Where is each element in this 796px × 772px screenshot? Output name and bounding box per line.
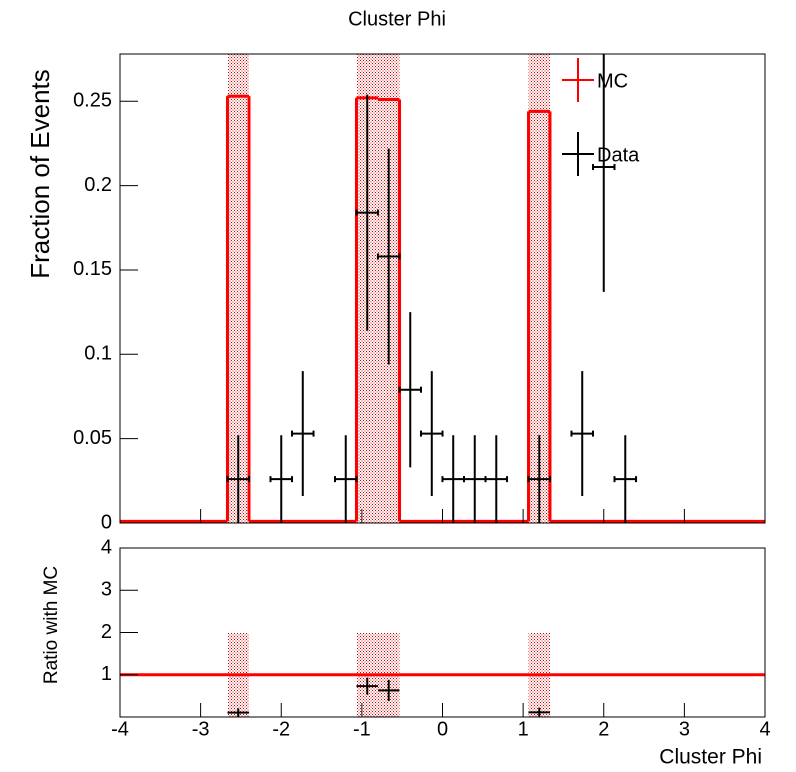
y-axis-label: Fraction of Events xyxy=(25,69,55,279)
data-point xyxy=(398,312,423,468)
y-tick-label: 2 xyxy=(101,621,112,643)
y-tick-label: 0.15 xyxy=(73,258,112,280)
y-tick-label: 4 xyxy=(101,536,112,558)
chart-title: Cluster Phi xyxy=(348,8,446,30)
y-tick-label: 3 xyxy=(101,579,112,601)
mc-error-band xyxy=(227,54,249,523)
frame xyxy=(119,547,766,718)
y-tick-label: 1 xyxy=(101,663,112,685)
ratio-point xyxy=(227,708,250,717)
data-point xyxy=(333,435,358,523)
data-point xyxy=(570,371,594,497)
x-tick-label: -1 xyxy=(353,718,371,740)
data-point xyxy=(613,435,638,523)
x-tick-label: -3 xyxy=(192,718,210,740)
data-point xyxy=(291,371,315,497)
data-point xyxy=(462,435,487,523)
y-tick-label: 0.1 xyxy=(84,343,112,365)
x-tick-label: 1 xyxy=(518,718,529,740)
x-tick-label: -2 xyxy=(272,718,290,740)
x-tick-label: -4 xyxy=(111,718,129,740)
x-tick-label: 0 xyxy=(437,718,448,740)
y-tick-label: 0.05 xyxy=(73,427,112,449)
data-point xyxy=(441,435,465,523)
ratio-point xyxy=(377,679,400,701)
legend-label: Data xyxy=(597,144,640,166)
y-tick-label: 0 xyxy=(101,511,112,533)
data-point xyxy=(527,435,552,523)
data-point xyxy=(484,435,509,523)
x-axis-label: Cluster Phi xyxy=(659,746,762,769)
data-point xyxy=(591,54,616,292)
plot-area xyxy=(120,632,765,717)
y-tick-label: 0.2 xyxy=(84,174,112,196)
ratio-point xyxy=(528,707,551,717)
legend: MC Data xyxy=(562,58,640,176)
data-point xyxy=(376,148,401,365)
legend-label: MC xyxy=(597,70,628,92)
x-tick-label: 4 xyxy=(759,718,770,740)
y-tick-label: 0.25 xyxy=(73,90,112,112)
ratio-point xyxy=(356,677,379,695)
data-point xyxy=(269,435,294,523)
data-point xyxy=(226,435,251,523)
frame xyxy=(119,53,766,524)
axes: 0 0.05 0.1 0.15 0.2 0.25 1 2 3 4 -4 -3 -2 -1 0 1 2 3 4 xyxy=(73,90,771,741)
data-point xyxy=(355,94,380,331)
y-axis-label: Ratio with MC xyxy=(41,566,62,684)
x-tick-label: 3 xyxy=(679,718,690,740)
mc-error-band xyxy=(528,54,550,523)
plot-area xyxy=(120,54,765,523)
data-point xyxy=(420,371,444,497)
x-tick-label: 2 xyxy=(598,718,609,740)
